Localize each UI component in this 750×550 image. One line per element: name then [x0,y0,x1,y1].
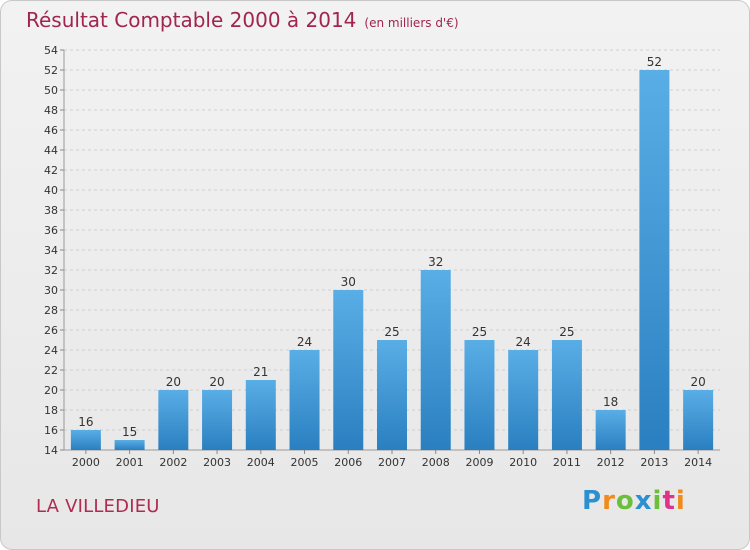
y-tick-label: 16 [44,424,58,437]
logo-letter: o [615,486,635,516]
data-label: 18 [603,395,618,409]
logo-letter: x [634,486,653,516]
y-tick-label: 54 [44,44,58,57]
data-label: 24 [516,335,531,349]
y-tick-label: 42 [44,164,58,177]
data-label: 24 [297,335,312,349]
y-tick-label: 52 [44,64,58,77]
logo-letter: i [652,486,663,516]
y-tick-label: 24 [44,344,58,357]
data-label: 15 [122,425,137,439]
x-tick-label: 2010 [509,456,537,469]
bar [70,430,101,450]
y-tick-label: 18 [44,404,58,417]
x-tick-label: 2012 [597,456,625,469]
x-tick-label: 2001 [116,456,144,469]
y-tick-label: 34 [44,244,58,257]
data-label: 30 [341,275,356,289]
proxiti-logo: Proxiti [582,486,686,516]
logo-letter: P [582,486,603,516]
x-tick-label: 2005 [291,456,319,469]
data-label: 20 [166,375,181,389]
y-tick-label: 26 [44,324,58,337]
x-tick-label: 2011 [553,456,581,469]
bar [508,350,539,450]
bar [333,290,364,450]
bar [420,270,451,450]
data-label: 25 [384,325,399,339]
y-tick-label: 14 [44,444,58,457]
bar [158,390,189,450]
bar [245,380,276,450]
y-tick-label: 22 [44,364,58,377]
x-tick-label: 2007 [378,456,406,469]
bars [70,70,714,450]
chart-subtitle: (en milliers d'€) [364,16,459,30]
y-tick-label: 50 [44,84,58,97]
location-label: LA VILLEDIEU [36,496,160,517]
y-tick-label: 32 [44,264,58,277]
data-label: 25 [472,325,487,339]
bar [377,340,407,450]
data-label: 20 [690,375,705,389]
data-label: 21 [253,365,268,379]
logo-letter: t [662,486,676,516]
x-tick-label: 2000 [72,456,100,469]
x-tick-label: 2002 [159,456,187,469]
y-tick-label: 30 [44,284,58,297]
chart-title: Résultat Comptable 2000 à 2014 (en millie… [26,8,459,32]
bar [639,70,670,450]
x-tick-label: 2009 [465,456,493,469]
data-label: 25 [559,325,574,339]
bar [551,340,582,450]
y-tick-label: 28 [44,304,58,317]
bar [464,340,495,450]
labels: 16 15 20 20 21 24 30 25 32 25 24 25 18 52 20 [78,55,706,439]
data-label: 52 [647,55,662,69]
bar [202,390,233,450]
data-label: 32 [428,255,443,269]
y-tick-label: 20 [44,384,58,397]
x-tick-label: 2006 [334,456,362,469]
bar [595,410,626,450]
y-tick-label: 44 [44,144,58,157]
y-tick-label: 40 [44,184,58,197]
chart-title-text: Résultat Comptable 2000 à 2014 [26,8,357,32]
x-tick-label: 2008 [422,456,450,469]
data-label: 20 [209,375,224,389]
x-tick-label: 2003 [203,456,231,469]
logo-letter: r [602,486,616,516]
bar [114,440,145,450]
bar [289,350,320,450]
x-tick-label: 2004 [247,456,275,469]
data-label: 16 [78,415,93,429]
x-tick-label: 2013 [640,456,668,469]
x-tick-label: 2014 [684,456,712,469]
y-tick-label: 38 [44,204,58,217]
logo-letter: i [675,486,686,516]
axes: 14 16 18 20 22 24 26 28 30 32 34 36 38 40 42 44 46 48 50 52… [44,44,720,469]
y-tick-label: 46 [44,124,58,137]
y-tick-label: 36 [44,224,58,237]
bar [683,390,714,450]
y-tick-label: 48 [44,104,58,117]
